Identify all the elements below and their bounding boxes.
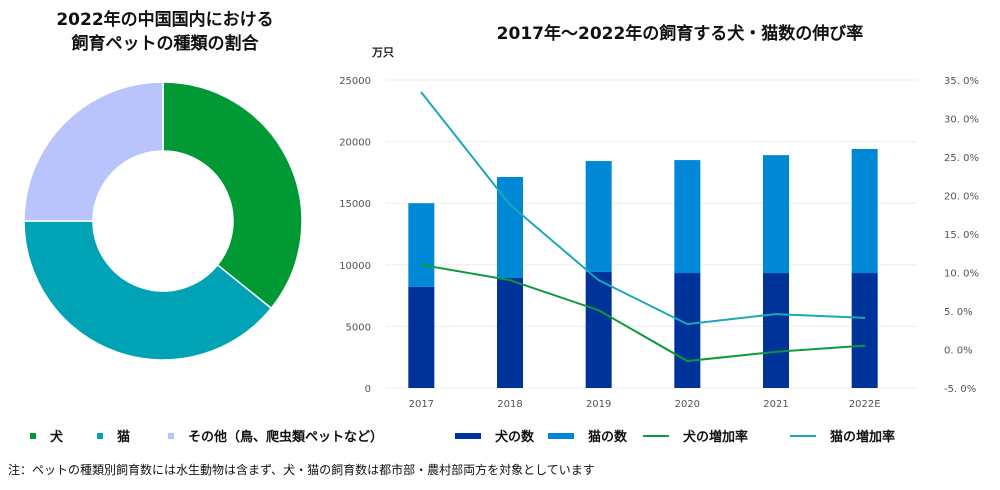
y2-tick-label: 30. 0% [944,115,979,126]
line-point-dog-growth [509,279,511,282]
legend-label-cat-count: 猫の数 [588,430,628,445]
line-point-cat-growth [597,279,600,282]
y2-tick-label: 35. 0% [944,76,979,87]
y2-tick-label: 10. 0% [944,269,979,280]
bar-dog-2022E [851,273,878,388]
legend-label-cat-growth: 猫の増加率 [830,430,896,445]
donut-title-line-1: 2022年の中国国内における [56,10,274,30]
line-point-cat-growth [420,91,423,94]
y-axis-unit-label: 万只 [371,46,394,59]
legend-label-dog-count: 犬の数 [495,430,535,445]
legend-item-cat-count: 猫の数 [548,426,627,445]
donut-slice-0 [162,81,303,310]
legend-swatch-dog-growth [643,434,670,437]
legend-item-dog-count: 犬の数 [455,426,534,445]
y2-tick-label: 5. 0% [944,307,973,318]
legend-item-other: その他（鳥、爬虫類ペットなど） [168,426,383,445]
footnote: 注：ペットの種類別飼育数には水生動物は含まず、犬・猫の飼育数は都市部・農村部両方… [8,463,595,477]
legend-item-cat-growth: 猫の増加率 [790,426,895,445]
y2-tick-label: 25. 0% [944,153,979,164]
x-tick-label: 2018 [497,399,522,410]
legend-label-cat: 猫 [117,430,131,445]
legend-swatch-cat-growth [790,434,817,437]
line-point-dog-growth [686,360,689,362]
line-point-dog-growth [775,351,777,353]
legend-swatch-dog [30,432,36,439]
legend-label-dog: 犬 [50,430,64,445]
bar-dog-2019 [585,271,612,388]
line-point-dog-growth [597,309,600,312]
donut-slice-2 [23,81,164,222]
y-tick-label: 25000 [339,76,371,87]
legend-item-dog-growth: 犬の増加率 [643,426,748,445]
legend-swatch-other [168,432,175,439]
bar-cat-2020 [674,160,701,274]
bar-dog-2017 [408,286,435,388]
line-dog-growth [421,263,865,363]
bar-chart-title: 2017年～2022年の飼育する犬・猫数の伸び率 [496,24,864,44]
x-tick-label: 2021 [763,399,788,410]
bar-dog-2018 [497,277,523,388]
bar-cat-2022E [851,148,878,274]
line-point-cat-growth [863,317,866,319]
line-point-cat-growth [686,323,689,325]
donut-chart [23,81,303,361]
legend-swatch-cat [97,432,104,439]
x-tick-label: 2017 [409,399,434,410]
legend-label-other: その他（鳥、爬虫類ペットなど） [188,430,384,445]
y2-tick-label: 15. 0% [944,230,979,241]
line-point-dog-growth [863,344,866,347]
x-tick-label: 2022E [849,399,881,410]
bar-dog-2020 [674,273,701,388]
y-tick-label: 10000 [339,261,371,272]
x-tick-label: 2019 [586,399,611,410]
legend-swatch-cat-count [548,432,575,439]
y2-tick-label: 20. 0% [944,192,979,203]
bar-dog-2021 [763,273,789,388]
legend-label-dog-growth: 犬の増加率 [683,430,749,445]
donut-chart-title: 2022年の中国国内における 飼育ペットの種類の割合 [0,8,330,56]
bar-cat-2017 [408,203,435,287]
donut-legend: 犬 猫 その他（鳥、爬虫類ペットなど） [30,426,409,445]
bar-cat-2019 [585,161,612,272]
y2-tick-label: 0. 0% [944,346,973,357]
y-tick-label: 5000 [346,322,371,333]
donut-title-line-2: 飼育ペットの種類の割合 [71,34,259,54]
x-tick-label: 2020 [675,399,700,410]
bar-chart-legend: 犬の数 猫の数 犬の増加率 猫の増加率 [455,426,895,445]
line-cat-growth [420,91,865,326]
y2-tick-label: -5. 0% [944,384,976,395]
line-point-cat-growth [509,203,511,206]
legend-item-cat: 猫 [97,426,130,445]
y-tick-label: 20000 [339,138,371,149]
y-tick-label: 15000 [339,199,371,210]
bar-cat-2021 [763,155,789,274]
line-point-cat-growth [775,313,777,315]
donut-slice-1 [23,220,273,361]
y-tick-label: 0 [365,384,371,395]
line-point-dog-growth [420,264,423,266]
legend-item-dog: 犬 [30,426,63,445]
combo-bar-line-chart: 万只 0 5000 10000 15000 20000 25000 -5. 0% 0. 0% 5… [339,46,979,410]
legend-swatch-dog-count [455,432,481,439]
